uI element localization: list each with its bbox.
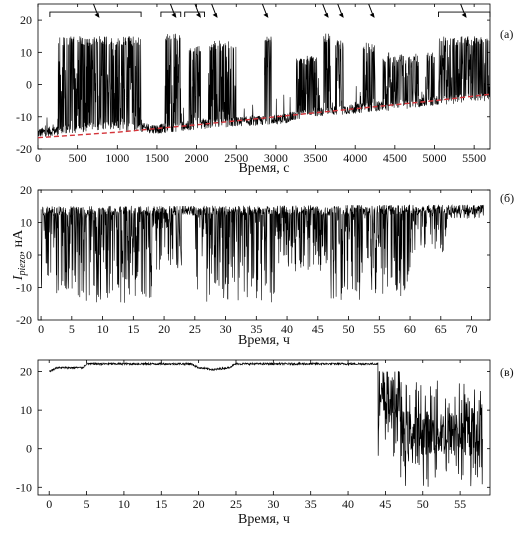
x-tick-label: 2000 xyxy=(185,151,209,165)
y-axis-label: Ipiezo, нА xyxy=(11,229,28,281)
y-tick-label: -10 xyxy=(16,110,32,124)
panel-c-frame xyxy=(37,359,491,496)
x-tick-label: 0 xyxy=(35,151,41,165)
panel-c-label: (в) xyxy=(500,365,514,379)
arrow-head xyxy=(323,12,329,18)
x-tick-label: 70 xyxy=(466,322,478,336)
x-tick-label: 4000 xyxy=(343,151,367,165)
panel-a: 0 500 1000 1500 2000 2500 3000 3500 4000 4500 5000… xyxy=(16,3,513,176)
x-tick-label: 15 xyxy=(155,497,167,511)
x-tick-label: 20 xyxy=(158,322,170,336)
bracket-annotation xyxy=(160,11,182,18)
arrow-head xyxy=(171,12,177,18)
panel-b-x-ticks: 0 5 10 15 20 25 30 35 40 45 50 55 60 65 70 xyxy=(38,190,478,336)
y-tick-label: 20 xyxy=(20,13,32,27)
arrow-head xyxy=(338,12,344,18)
panel-a-x-axis-label: Время, с xyxy=(238,161,289,176)
arrow-head xyxy=(461,12,467,18)
x-tick-label: 25 xyxy=(230,497,242,511)
x-tick-label: 1500 xyxy=(145,151,169,165)
y-tick-label: 10 xyxy=(20,216,32,230)
panel-c-x-axis-label: Время, ч xyxy=(238,512,290,527)
panel-a-label: (а) xyxy=(500,27,513,41)
y-tick-label: 0 xyxy=(26,442,32,456)
x-tick-label: 5 xyxy=(69,322,75,336)
x-tick-label: 50 xyxy=(417,497,429,511)
x-tick-label: 55 xyxy=(454,497,466,511)
x-tick-label: 40 xyxy=(342,497,354,511)
panel-a-x-ticks: 0 500 1000 1500 2000 2500 3000 3500 4000 4500 5000… xyxy=(35,4,486,165)
panel-b-signal xyxy=(40,204,485,303)
x-tick-label: 0 xyxy=(46,497,52,511)
y-tick-label: 20 xyxy=(20,365,32,379)
panel-c-y-ticks: -10 0 10 20 xyxy=(16,365,490,494)
x-tick-label: 2500 xyxy=(224,151,248,165)
panel-c: 0 5 10 15 20 25 30 35 40 45 50 55 -10 0 10 20 (в) Врем… xyxy=(16,359,514,527)
arrow-head xyxy=(94,12,100,18)
x-tick-label: 0 xyxy=(38,322,44,336)
arrow-head xyxy=(212,12,218,18)
panel-b: 0 5 10 15 20 25 30 35 40 45 50 55 60 65 70 -20 -10 0 10 20… xyxy=(16,183,514,348)
y-tick-label: 10 xyxy=(20,403,32,417)
x-tick-label: 45 xyxy=(312,322,324,336)
x-tick-label: 55 xyxy=(373,322,385,336)
x-tick-label: 35 xyxy=(305,497,317,511)
panel-c-x-ticks: 0 5 10 15 20 25 30 35 40 45 50 55 xyxy=(46,360,466,511)
x-tick-label: 3500 xyxy=(304,151,328,165)
x-tick-label: 15 xyxy=(127,322,139,336)
x-tick-label: 35 xyxy=(250,322,262,336)
x-tick-label: 60 xyxy=(404,322,416,336)
x-tick-label: 10 xyxy=(118,497,130,511)
panel-a-y-ticks: -20 -10 0 10 20 xyxy=(16,13,490,156)
bracket-annotation xyxy=(184,11,205,18)
panel-a-signal xyxy=(38,33,490,137)
x-tick-label: 40 xyxy=(281,322,293,336)
x-tick-label: 5 xyxy=(84,497,90,511)
x-tick-label: 30 xyxy=(220,322,232,336)
y-tick-label: -20 xyxy=(16,313,32,327)
arrow-head xyxy=(263,12,269,18)
x-tick-label: 5500 xyxy=(462,151,486,165)
x-tick-label: 4500 xyxy=(383,151,407,165)
x-tick-label: 65 xyxy=(435,322,447,336)
arrow-head xyxy=(195,12,201,18)
panel-a-annotations xyxy=(49,3,491,18)
signal-line-b xyxy=(40,204,485,303)
y-tick-label: 10 xyxy=(20,45,32,59)
x-tick-label: 3000 xyxy=(264,151,288,165)
y-tick-label: -10 xyxy=(16,480,32,494)
signal-line-c xyxy=(49,361,483,487)
arrow-head xyxy=(369,12,375,18)
x-tick-label: 30 xyxy=(267,497,279,511)
x-tick-label: 500 xyxy=(69,151,87,165)
signal-line-a xyxy=(38,33,490,137)
x-tick-label: 5000 xyxy=(422,151,446,165)
x-tick-label: 1000 xyxy=(105,151,129,165)
panel-b-x-axis-label: Время, ч xyxy=(238,333,290,348)
panel-b-label: (б) xyxy=(500,191,514,205)
bracket-annotation xyxy=(49,11,142,18)
x-tick-label: 10 xyxy=(97,322,109,336)
x-tick-label: 20 xyxy=(193,497,205,511)
y-tick-label: -10 xyxy=(16,281,32,295)
y-tick-label: 0 xyxy=(26,248,32,262)
y-tick-label: -20 xyxy=(16,142,32,156)
y-tick-label: 0 xyxy=(26,78,32,92)
y-tick-label: 20 xyxy=(20,183,32,197)
x-tick-label: 25 xyxy=(189,322,201,336)
x-tick-label: 50 xyxy=(343,322,355,336)
x-tick-label: 45 xyxy=(379,497,391,511)
panel-b-y-ticks: -20 -10 0 10 20 xyxy=(16,183,490,327)
panel-c-signal xyxy=(49,361,483,487)
